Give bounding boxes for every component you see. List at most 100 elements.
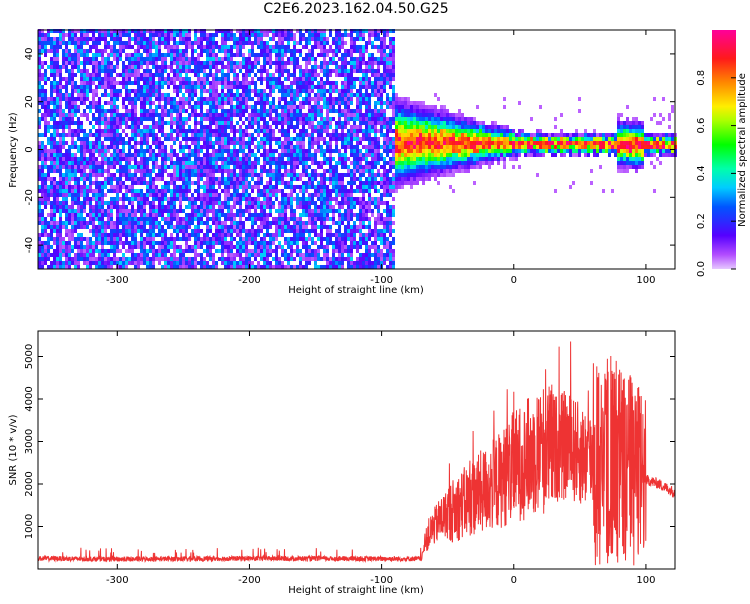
spectrogram-cell	[239, 33, 242, 37]
spectrogram-cell	[215, 213, 218, 217]
spectrogram-cell	[311, 213, 314, 217]
spectrogram-cell	[152, 209, 155, 213]
spectrogram-cell	[80, 169, 83, 173]
spectrogram-cell	[194, 49, 197, 53]
spectrogram-cell	[272, 37, 275, 41]
spectrogram-cell	[128, 173, 131, 177]
spectrogram-cell	[275, 141, 278, 145]
spectrogram-cell	[122, 149, 125, 153]
spectrogram-cell	[311, 173, 314, 177]
spectrogram-cell	[98, 125, 101, 129]
spectrogram-cell	[62, 209, 65, 213]
spectrogram-cell	[125, 249, 128, 253]
spectrogram-cell	[38, 85, 41, 89]
spectrogram-cell	[41, 209, 44, 213]
spectrogram-cell	[290, 165, 293, 169]
spectrogram-cell	[101, 133, 104, 137]
spectrogram-cell	[161, 105, 164, 109]
spectrogram-cell	[161, 77, 164, 81]
spectrogram-cell	[326, 193, 329, 197]
spectrogram-cell	[269, 129, 272, 133]
spectrogram-cell	[308, 113, 311, 117]
spectrogram-cell	[209, 157, 212, 161]
spectrogram-cell	[335, 101, 338, 105]
spectrogram-cell	[104, 157, 107, 161]
spectrogram-cell	[215, 53, 218, 57]
spectrogram-cell	[230, 113, 233, 117]
spectrogram-cell	[188, 189, 191, 193]
spectrogram-cell	[188, 101, 191, 105]
spectrogram-cell	[248, 93, 251, 97]
spectrogram-cell	[305, 245, 308, 249]
spectrogram-cell	[83, 33, 86, 37]
spectrogram-cell	[317, 113, 320, 117]
spectrogram-cell	[131, 45, 134, 49]
spectrogram-cell	[332, 197, 335, 201]
spectrogram-cell	[236, 185, 239, 189]
spectrogram-cell	[113, 93, 116, 97]
spectrogram-cell	[230, 169, 233, 173]
spectrogram-cell	[188, 41, 191, 45]
spectrogram-cell	[80, 257, 83, 261]
spectrogram-cell	[47, 185, 50, 189]
spectrogram-cell	[308, 141, 311, 145]
spectrogram-cell	[173, 105, 176, 109]
spectrogram-cell	[68, 145, 71, 149]
spectrogram-cell	[227, 57, 230, 61]
spectrogram-cell	[83, 169, 86, 173]
spectrogram-cell	[212, 109, 215, 113]
spectrogram-cell	[50, 253, 53, 257]
spectrogram-cell	[308, 137, 311, 141]
spectrogram-cell	[272, 257, 275, 261]
spectrogram-cell	[293, 149, 296, 153]
spectrogram-cell	[335, 65, 338, 69]
spectrogram-cell	[143, 105, 146, 109]
spectrogram-cell	[53, 41, 56, 45]
spectrogram-cell	[125, 57, 128, 61]
spectrogram-cell	[167, 33, 170, 37]
spectrogram-cell	[38, 173, 41, 177]
spectrogram-cell	[182, 185, 185, 189]
spectrogram-cell	[86, 53, 89, 57]
spectrogram-cell	[164, 209, 167, 213]
spectrogram-cell	[149, 37, 152, 41]
spectrogram-cell	[218, 45, 221, 49]
spectrogram-cell	[278, 177, 281, 181]
spectrogram-cell	[227, 93, 230, 97]
spectrogram-cell	[95, 53, 98, 57]
spectrogram-cell	[131, 197, 134, 201]
spectrogram-cell	[215, 105, 218, 109]
spectrogram-cell	[332, 37, 335, 41]
spectrogram-cell	[65, 241, 68, 245]
spectrogram-cell	[275, 221, 278, 225]
spectrogram-cell	[92, 249, 95, 253]
spectrogram-cell	[257, 265, 260, 269]
spectrogram-cell	[119, 41, 122, 45]
spectrogram-cell	[239, 37, 242, 41]
spectrogram-cell	[245, 141, 248, 145]
spectrogram-cell	[62, 113, 65, 117]
spectrogram-cell	[245, 145, 248, 149]
spectrogram-cell	[332, 189, 335, 193]
spectrogram-cell	[308, 93, 311, 97]
spectrogram-cell	[200, 81, 203, 85]
spectrogram-cell	[197, 133, 200, 137]
spectrogram-cell	[314, 29, 317, 33]
spectrogram-cell	[263, 169, 266, 173]
spectrogram-cell	[149, 57, 152, 61]
spectrogram-cell	[137, 221, 140, 225]
spectrogram-cell	[143, 249, 146, 253]
spectrogram-cell	[179, 37, 182, 41]
spectrogram-cell	[53, 121, 56, 125]
spectrogram-cell	[143, 201, 146, 205]
spectrogram-cell	[134, 101, 137, 105]
spectrogram-cell	[131, 57, 134, 61]
spectrogram-cell	[200, 229, 203, 233]
spectrogram-cell	[308, 57, 311, 61]
spectrogram-cell	[287, 169, 290, 173]
spectrogram-cell	[332, 57, 335, 61]
spectrogram-cell	[302, 149, 305, 153]
spectrogram-cell	[185, 29, 188, 33]
spectrogram-cell	[203, 161, 206, 165]
spectrogram-cell	[158, 213, 161, 217]
